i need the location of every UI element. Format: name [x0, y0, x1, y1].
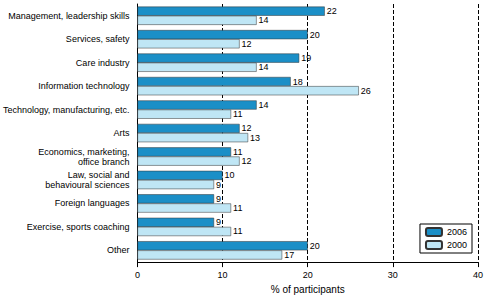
svg-text:Management, leadership skills: Management, leadership skills — [8, 11, 130, 21]
svg-text:11: 11 — [233, 109, 242, 119]
svg-text:14: 14 — [259, 100, 269, 110]
svg-text:Technology, manufacturing, etc: Technology, manufacturing, etc. — [3, 105, 129, 115]
svg-text:18: 18 — [293, 77, 303, 87]
svg-text:30: 30 — [388, 270, 398, 280]
svg-text:12: 12 — [241, 123, 252, 134]
svg-text:Care industry: Care industry — [76, 58, 130, 68]
svg-text:9: 9 — [216, 217, 221, 227]
svg-text:Arts: Arts — [113, 128, 130, 138]
svg-text:Economics, marketing,: Economics, marketing, — [38, 147, 129, 157]
svg-text:20: 20 — [310, 30, 320, 40]
svg-text:13: 13 — [250, 133, 260, 143]
svg-text:17: 17 — [284, 250, 294, 260]
svg-text:14: 14 — [259, 62, 269, 72]
svg-text:12: 12 — [242, 156, 252, 166]
svg-text:Exercise, sports coaching: Exercise, sports coaching — [27, 222, 130, 232]
svg-text:12: 12 — [242, 39, 252, 49]
svg-text:10: 10 — [218, 270, 228, 280]
svg-text:11: 11 — [233, 203, 242, 213]
svg-text:2006: 2006 — [447, 227, 467, 237]
svg-text:behavioural sciences: behavioural sciences — [45, 180, 130, 190]
svg-text:26: 26 — [361, 86, 371, 96]
svg-text:Services, safety: Services, safety — [66, 34, 130, 44]
svg-text:22: 22 — [327, 6, 337, 16]
svg-text:% of participants: % of participants — [271, 284, 345, 295]
svg-text:0: 0 — [135, 270, 140, 280]
svg-text:20: 20 — [303, 270, 313, 280]
svg-text:20: 20 — [310, 241, 320, 251]
svg-text:Other: Other — [107, 245, 130, 255]
svg-text:9: 9 — [216, 194, 221, 204]
svg-text:11: 11 — [233, 226, 242, 236]
svg-text:40: 40 — [473, 270, 483, 280]
svg-text:Law, social and: Law, social and — [68, 170, 130, 180]
svg-text:11: 11 — [233, 146, 243, 157]
svg-text:2000: 2000 — [447, 240, 467, 250]
svg-text:10: 10 — [225, 170, 235, 180]
svg-text:Foreign languages: Foreign languages — [55, 198, 130, 208]
svg-text:office branch: office branch — [78, 157, 129, 167]
svg-text:Information technology: Information technology — [38, 81, 130, 91]
svg-text:19: 19 — [301, 53, 311, 63]
svg-text:14: 14 — [259, 15, 269, 25]
svg-text:9: 9 — [216, 180, 221, 190]
